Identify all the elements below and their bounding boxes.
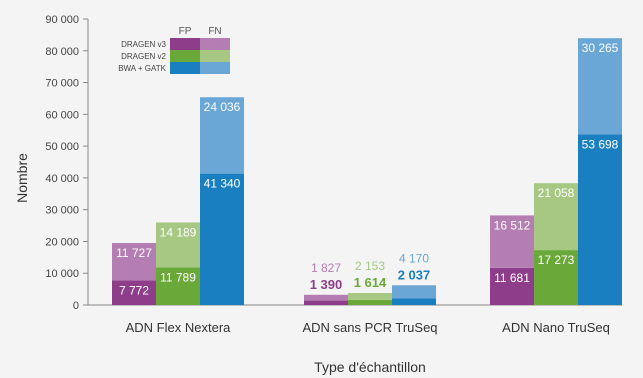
- legend-swatch-fp: [170, 50, 200, 62]
- legend-label: BWA + GATK: [118, 64, 166, 73]
- y-tick-label: 0: [73, 300, 79, 312]
- y-tick-label: 80 000: [45, 46, 79, 58]
- data-label-fp: 11 681: [494, 271, 530, 285]
- data-label-fn: 30 265: [582, 41, 619, 55]
- data-label-fp: 11 789: [160, 271, 196, 285]
- data-label-fn: 21 058: [538, 186, 575, 200]
- data-label-fn: 14 189: [160, 225, 197, 239]
- bar-segment-fn: [156, 222, 200, 268]
- bar-segment-fn: [534, 183, 578, 251]
- data-label-fp: 7 772: [119, 283, 149, 297]
- bar-segment-fp: [200, 173, 244, 305]
- data-label-fp: 1 390: [310, 277, 343, 292]
- bar-labels: 7 772 11 727 11 789 14 189 41 340 24 036 1 827…: [116, 41, 619, 297]
- x-tick-label: ADN sans PCR TruSeq: [302, 320, 437, 335]
- bar-segment-fn: [200, 97, 244, 174]
- data-label-fn: 2 153: [355, 259, 385, 273]
- y-tick-label: 20 000: [45, 236, 79, 248]
- legend-swatch-fn: [200, 50, 230, 62]
- bars: [112, 38, 622, 305]
- bar-segment-fp: [578, 134, 622, 305]
- legend: FP FN DRAGEN v3 DRAGEN v2 BWA + GATK: [118, 26, 230, 74]
- legend-label: DRAGEN v2: [121, 52, 166, 61]
- x-tick-label: ADN Nano TruSeq: [502, 320, 610, 335]
- bar-segment-fn: [304, 294, 348, 301]
- legend-label: DRAGEN v3: [121, 40, 166, 49]
- data-label-fp: 41 340: [204, 177, 241, 191]
- y-tick-label: 30 000: [45, 205, 79, 217]
- legend-swatch-fp: [170, 38, 200, 50]
- bar-segment-fp: [392, 298, 436, 305]
- axes: 0 10 000 20 000 30 000 40 000 50 000 60 000 70 …: [45, 14, 622, 335]
- bar-segment-fp: [348, 299, 392, 305]
- bar-segment-fn: [348, 293, 392, 300]
- y-tick-label: 90 000: [45, 14, 79, 26]
- legend-header: FN: [208, 26, 221, 37]
- data-label-fp: 53 698: [582, 137, 619, 151]
- legend-swatch-fp: [170, 62, 200, 74]
- x-tick-label: ADN Flex Nextera: [126, 320, 232, 335]
- data-label-fn: 24 036: [204, 100, 241, 114]
- data-label-fn: 11 727: [116, 246, 152, 260]
- x-axis-title: Type d'échantillon: [314, 359, 426, 375]
- bar-segment-fp: [490, 267, 534, 305]
- data-label-fn: 4 170: [399, 251, 429, 265]
- data-label-fn: 16 512: [494, 218, 531, 232]
- y-tick-label: 10 000: [45, 268, 79, 280]
- bar-segment-fp: [534, 250, 578, 305]
- bar-segment-fn: [392, 285, 436, 299]
- y-tick-label: 60 000: [45, 109, 79, 121]
- bar-segment-fn: [490, 215, 534, 268]
- data-label-fp: 1 614: [354, 275, 387, 290]
- data-label-fp: 17 273: [538, 253, 575, 267]
- bar-segment-fp: [156, 267, 200, 305]
- data-label-fn: 1 827: [311, 261, 341, 275]
- y-tick-label: 70 000: [45, 78, 79, 90]
- bar-segment-fn: [112, 243, 156, 281]
- data-label-fp: 2 037: [398, 267, 431, 282]
- bar-segment-fp: [304, 300, 348, 305]
- legend-header: FP: [179, 26, 192, 37]
- y-tick-label: 40 000: [45, 173, 79, 185]
- y-axis-title: Nombre: [14, 153, 30, 203]
- legend-swatch-fn: [200, 38, 230, 50]
- y-tick-label: 50 000: [45, 141, 79, 153]
- bar-segment-fn: [578, 38, 622, 135]
- legend-swatch-fn: [200, 62, 230, 74]
- bar-segment-fp: [112, 280, 156, 305]
